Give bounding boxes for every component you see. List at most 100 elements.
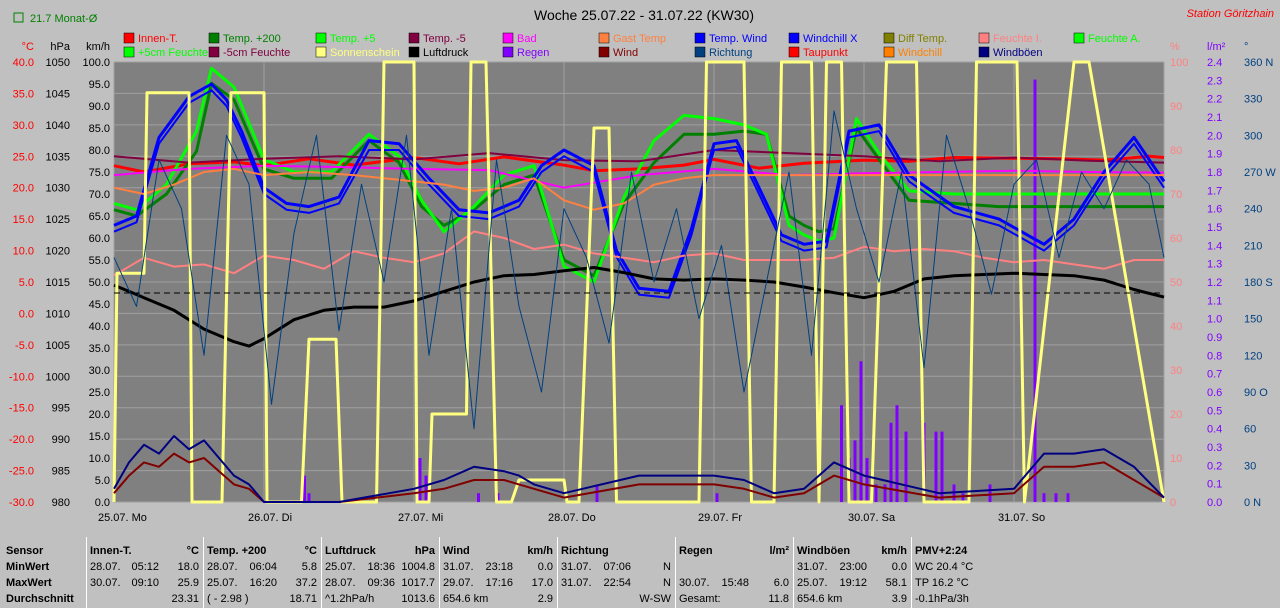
legend-label: Temp. Wind: [709, 33, 767, 45]
temp-axis-tick: -10.0: [9, 371, 34, 383]
temp-axis-tick: -20.0: [9, 434, 34, 446]
temp-axis-tick: 40.0: [13, 57, 34, 69]
rain-axis-tick: 0.0: [1207, 497, 1222, 509]
rain-bar: [303, 475, 306, 502]
stats-value-row: 28.07. 06:04 5.8: [207, 561, 317, 573]
wind-axis-tick: 90.0: [89, 101, 110, 113]
pressure-axis-tick: 1000: [46, 371, 70, 383]
stats-column: Regen l/m² 30.07. 15:48 6.0 Gesamt: 11.8: [679, 537, 793, 608]
legend-swatch: [502, 32, 514, 44]
wind-axis-tick: 85.0: [89, 123, 110, 135]
series-line-4: [113, 164, 1165, 189]
wind-axis-tick: 55.0: [89, 255, 110, 267]
pressure-axis-tick: 1045: [46, 88, 70, 100]
stats-value-row: 30.07. 15:48 6.0: [679, 577, 789, 589]
rain-axis-tick: 1.7: [1207, 185, 1222, 197]
wind-axis-tick: 10.0: [89, 453, 110, 465]
stats-panel: Sensor MinWert MaxWert Durchschnitt Innen-T.…: [0, 537, 1280, 608]
pressure-axis-tick: 1030: [46, 183, 70, 195]
legend-label: Windchill: [898, 47, 942, 59]
legend-label: Windchill X: [803, 33, 858, 45]
rain-bar: [840, 405, 843, 502]
wind-axis-tick: 65.0: [89, 211, 110, 223]
series-line-11: [113, 452, 1165, 503]
direction-axis-tick: 60: [1244, 424, 1256, 436]
legend-swatch: [978, 46, 990, 58]
pressure-axis-tick: 1040: [46, 120, 70, 132]
rain-axis-tick: 0.7: [1207, 369, 1222, 381]
legend-label: Wind: [613, 47, 638, 59]
stats-column-title: Regen l/m²: [679, 545, 789, 557]
stats-value-row: ( - 2.98 ) 18.71: [207, 593, 317, 605]
rain-axis-tick: 0.8: [1207, 350, 1222, 362]
wind-axis-tick: 75.0: [89, 167, 110, 179]
temp-axis-tick: 0.0: [19, 308, 34, 320]
rain-axis-tick: 2.4: [1207, 57, 1222, 69]
rain-axis-tick: 1.4: [1207, 240, 1222, 252]
stats-value-row: 29.07. 17:16 17.0: [443, 577, 553, 589]
stats-rowlabel: MaxWert: [6, 577, 52, 589]
temp-axis-tick: -25.0: [9, 466, 34, 478]
legend-label: -5cm Feuchte: [223, 47, 290, 59]
rain-bar: [961, 493, 965, 502]
stats-value-row: 25.07. 18:36 1004.8: [325, 561, 435, 573]
stats-separator: [793, 537, 794, 608]
legend-label: Feuchte A.: [1088, 33, 1141, 45]
series-line-7: [113, 167, 1164, 211]
stats-separator: [675, 537, 676, 608]
legend-swatch: [694, 46, 706, 58]
legend-label: +5cm Feuchte: [138, 47, 208, 59]
temp-axis-tick: 10.0: [13, 246, 34, 258]
stats-value-row: 25.07. 19:12 58.1: [797, 577, 907, 589]
wind-axis-tick: 5.0: [95, 475, 110, 487]
legend-swatch: [408, 46, 420, 58]
stats-value-row: -0.1hPa/3h: [915, 593, 969, 605]
legend-swatch: [883, 46, 895, 58]
legend-swatch: [502, 46, 514, 58]
rain-bar: [940, 431, 944, 502]
stats-value-row: 654.6 km 2.9: [443, 593, 553, 605]
rain-axis-unit: l/m²: [1207, 41, 1226, 53]
month-avg-marker-icon: [13, 12, 24, 23]
rain-bar: [988, 484, 992, 502]
stats-value-row: WC 20.4 °C: [915, 561, 974, 573]
rain-axis-tick: 0.5: [1207, 405, 1222, 417]
direction-axis-tick: 90 O: [1244, 387, 1268, 399]
legend-swatch: [694, 32, 706, 44]
wind-axis-tick: 30.0: [89, 365, 110, 377]
pressure-axis-tick: 980: [52, 497, 70, 509]
rain-axis-tick: 0.9: [1207, 332, 1222, 344]
legend-label: Temp. +200: [223, 33, 281, 45]
rain-bar: [1054, 493, 1058, 502]
legend-swatch: [315, 46, 327, 58]
temp-axis-tick: 35.0: [13, 88, 34, 100]
stats-column: Windböen km/h 31.07. 23:00 0.0 25.07. 19:12 58.…: [797, 537, 911, 608]
direction-axis-tick: 270 W: [1244, 167, 1276, 179]
legend-swatch: [788, 32, 800, 44]
stats-value-row: [679, 559, 793, 575]
legend-label: Regen: [517, 47, 549, 59]
rain-bar: [874, 484, 878, 502]
stats-value-row: 31.07. 23:18 0.0: [443, 561, 553, 573]
direction-axis-unit: °: [1244, 41, 1248, 53]
stats-column-title: Luftdruck hPa: [325, 545, 435, 557]
rain-axis-tick: 0.1: [1207, 479, 1222, 491]
grid: [113, 61, 1165, 503]
humidity-axis-tick: 30: [1170, 365, 1182, 377]
stats-value-row: 28.07. 09:36 1017.7: [325, 577, 435, 589]
rain-axis-tick: 0.4: [1207, 424, 1222, 436]
series-line-9: [113, 266, 1165, 348]
legend-label: Feuchte I.: [993, 33, 1042, 45]
humidity-axis-unit: %: [1170, 41, 1180, 53]
stats-value-row: 30.07. 09:10 25.9: [90, 577, 199, 589]
pressure-axis-unit: hPa: [50, 41, 70, 53]
temp-axis-tick: -15.0: [9, 403, 34, 415]
direction-axis-tick: 180 S: [1244, 277, 1273, 289]
temp-axis-tick: 15.0: [13, 214, 34, 226]
rain-axis-tick: 1.8: [1207, 167, 1222, 179]
pressure-axis-tick: 985: [52, 466, 70, 478]
stats-rowlabel: Sensor: [6, 545, 44, 557]
chart-title: Woche 25.07.22 - 31.07.22 (KW30): [534, 7, 754, 23]
month-avg-label: 21.7 Monat-Ø: [30, 13, 98, 25]
stats-value-row: W-SW: [639, 593, 671, 605]
